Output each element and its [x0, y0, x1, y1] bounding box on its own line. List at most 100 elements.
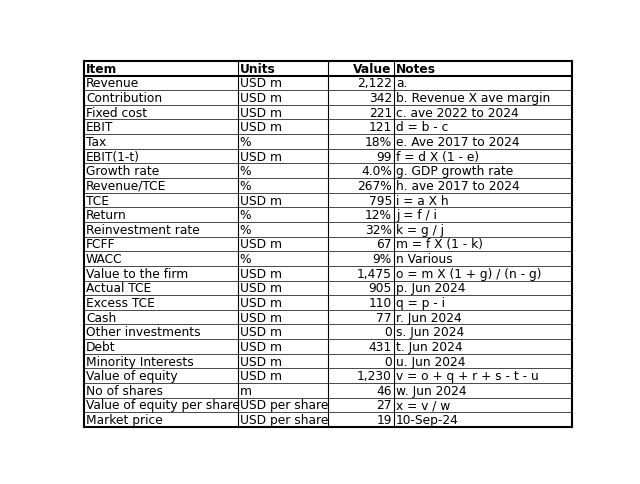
Text: 77: 77 — [376, 311, 392, 324]
Text: Value of equity: Value of equity — [86, 369, 177, 382]
Text: TCE: TCE — [86, 194, 109, 207]
Text: a.: a. — [396, 77, 407, 90]
Text: %: % — [240, 136, 251, 149]
Text: Value to the firm: Value to the firm — [86, 267, 188, 280]
Text: q = p - i: q = p - i — [396, 296, 445, 309]
Text: USD m: USD m — [240, 238, 282, 251]
Text: g. GDP growth rate: g. GDP growth rate — [396, 165, 513, 178]
Text: USD m: USD m — [240, 150, 282, 163]
Text: USD m: USD m — [240, 194, 282, 207]
Text: r. Jun 2024: r. Jun 2024 — [396, 311, 461, 324]
Text: o = m X (1 + g) / (n - g): o = m X (1 + g) / (n - g) — [396, 267, 541, 280]
Text: 46: 46 — [376, 384, 392, 397]
Text: m: m — [240, 384, 252, 397]
Text: Market price: Market price — [86, 413, 163, 426]
Text: %: % — [240, 165, 251, 178]
Text: n Various: n Various — [396, 253, 452, 266]
Text: 795: 795 — [369, 194, 392, 207]
Text: Units: Units — [240, 62, 275, 76]
Text: 67: 67 — [376, 238, 392, 251]
Text: Actual TCE: Actual TCE — [86, 282, 151, 295]
Text: 121: 121 — [369, 121, 392, 134]
Text: 267%: 267% — [357, 180, 392, 193]
Text: 1,475: 1,475 — [357, 267, 392, 280]
Text: Cash: Cash — [86, 311, 116, 324]
Text: 2,122: 2,122 — [357, 77, 392, 90]
Text: Revenue: Revenue — [86, 77, 140, 90]
Text: f = d X (1 - e): f = d X (1 - e) — [396, 150, 479, 163]
Text: p. Jun 2024: p. Jun 2024 — [396, 282, 465, 295]
Text: USD m: USD m — [240, 282, 282, 295]
Text: t. Jun 2024: t. Jun 2024 — [396, 340, 463, 353]
Text: e. Ave 2017 to 2024: e. Ave 2017 to 2024 — [396, 136, 520, 149]
Text: w. Jun 2024: w. Jun 2024 — [396, 384, 467, 397]
Text: USD m: USD m — [240, 121, 282, 134]
Text: USD m: USD m — [240, 267, 282, 280]
Text: 99: 99 — [376, 150, 392, 163]
Text: 431: 431 — [369, 340, 392, 353]
Text: 342: 342 — [369, 92, 392, 105]
Text: 221: 221 — [369, 106, 392, 120]
Text: 12%: 12% — [365, 209, 392, 222]
Text: %: % — [240, 209, 251, 222]
Text: 905: 905 — [369, 282, 392, 295]
Text: USD per share: USD per share — [240, 413, 328, 426]
Text: Other investments: Other investments — [86, 326, 200, 339]
Text: j = f / i: j = f / i — [396, 209, 436, 222]
Text: USD m: USD m — [240, 296, 282, 309]
Text: 19: 19 — [376, 413, 392, 426]
Text: USD m: USD m — [240, 369, 282, 382]
Text: c. ave 2022 to 2024: c. ave 2022 to 2024 — [396, 106, 518, 120]
Text: No of shares: No of shares — [86, 384, 163, 397]
Text: USD m: USD m — [240, 340, 282, 353]
Text: USD m: USD m — [240, 92, 282, 105]
Text: u. Jun 2024: u. Jun 2024 — [396, 355, 465, 368]
Text: Reinvestment rate: Reinvestment rate — [86, 223, 200, 236]
Text: 9%: 9% — [372, 253, 392, 266]
Text: Notes: Notes — [396, 62, 436, 76]
Text: v = o + q + r + s - t - u: v = o + q + r + s - t - u — [396, 369, 539, 382]
Text: 1,230: 1,230 — [357, 369, 392, 382]
Text: k = g / j: k = g / j — [396, 223, 444, 236]
Text: h. ave 2017 to 2024: h. ave 2017 to 2024 — [396, 180, 520, 193]
Text: Tax: Tax — [86, 136, 106, 149]
Text: Return: Return — [86, 209, 127, 222]
Text: WACC: WACC — [86, 253, 123, 266]
Text: Revenue/TCE: Revenue/TCE — [86, 180, 166, 193]
Text: Contribution: Contribution — [86, 92, 162, 105]
Text: b. Revenue X ave margin: b. Revenue X ave margin — [396, 92, 550, 105]
Text: %: % — [240, 223, 251, 236]
Text: Excess TCE: Excess TCE — [86, 296, 155, 309]
Text: Value of equity per share: Value of equity per share — [86, 399, 240, 411]
Text: USD per share: USD per share — [240, 399, 328, 411]
Text: EBIT: EBIT — [86, 121, 113, 134]
Text: 27: 27 — [376, 399, 392, 411]
Text: %: % — [240, 253, 251, 266]
Text: Item: Item — [86, 62, 117, 76]
Text: 0: 0 — [384, 355, 392, 368]
Text: x = v / w: x = v / w — [396, 399, 450, 411]
Text: USD m: USD m — [240, 355, 282, 368]
Text: USD m: USD m — [240, 311, 282, 324]
Text: %: % — [240, 180, 251, 193]
Text: 18%: 18% — [365, 136, 392, 149]
Text: 110: 110 — [369, 296, 392, 309]
Text: EBIT(1-t): EBIT(1-t) — [86, 150, 140, 163]
Text: 32%: 32% — [365, 223, 392, 236]
Text: m = f X (1 - k): m = f X (1 - k) — [396, 238, 483, 251]
Text: s. Jun 2024: s. Jun 2024 — [396, 326, 464, 339]
Text: USD m: USD m — [240, 77, 282, 90]
Text: 0: 0 — [384, 326, 392, 339]
Text: Fixed cost: Fixed cost — [86, 106, 147, 120]
Text: i = a X h: i = a X h — [396, 194, 449, 207]
Text: Growth rate: Growth rate — [86, 165, 159, 178]
Text: 4.0%: 4.0% — [361, 165, 392, 178]
Text: USD m: USD m — [240, 106, 282, 120]
Text: d = b - c: d = b - c — [396, 121, 448, 134]
Text: Debt: Debt — [86, 340, 116, 353]
Text: Value: Value — [353, 62, 392, 76]
Text: Minority Interests: Minority Interests — [86, 355, 194, 368]
Text: USD m: USD m — [240, 326, 282, 339]
Text: FCFF: FCFF — [86, 238, 115, 251]
Text: 10-Sep-24: 10-Sep-24 — [396, 413, 459, 426]
